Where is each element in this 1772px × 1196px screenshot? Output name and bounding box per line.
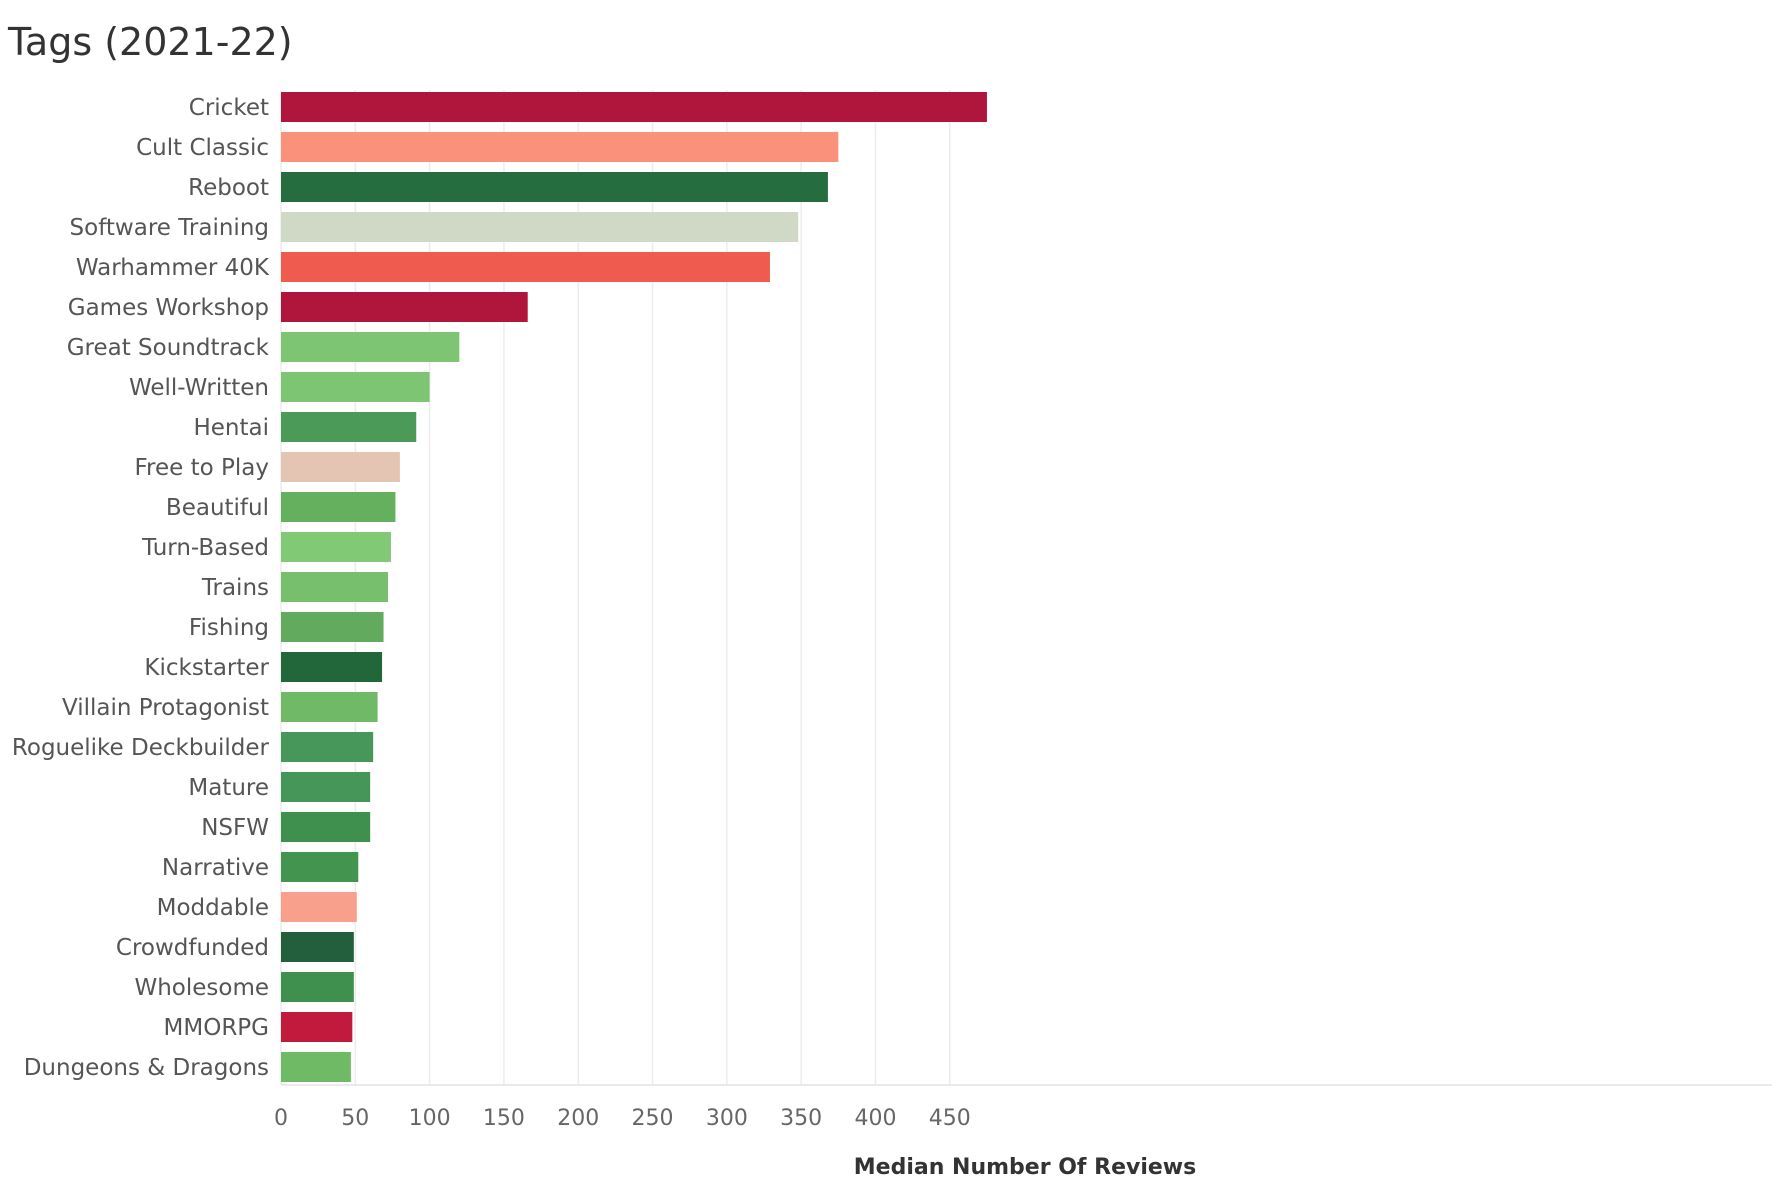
x-tick-label: 150 [483, 1106, 525, 1131]
bar [281, 132, 839, 162]
bar [281, 332, 460, 362]
category-label: MMORPG [164, 1015, 269, 1041]
x-tick-label: 450 [929, 1106, 971, 1131]
x-axis-title: Median Number Of Reviews [854, 1155, 1196, 1180]
bar [281, 92, 987, 122]
category-label: Well-Written [129, 375, 269, 401]
bar [281, 572, 389, 602]
x-tick-label: 350 [780, 1106, 822, 1131]
bar [281, 412, 417, 442]
category-label: Wholesome [134, 975, 269, 1001]
bar [281, 852, 359, 882]
category-label: Narrative [162, 855, 269, 881]
x-tick-label: 50 [341, 1106, 369, 1131]
bar [281, 812, 371, 842]
category-label: Software Training [70, 215, 269, 241]
category-label: Great Soundtrack [67, 335, 270, 361]
category-label: Hentai [193, 415, 269, 441]
bars [281, 92, 987, 1082]
category-label: Turn-Based [141, 535, 269, 561]
category-label: Warhammer 40K [76, 255, 270, 281]
category-label: Mature [188, 775, 269, 801]
category-label: Crowdfunded [116, 935, 269, 961]
x-tick-label: 250 [632, 1106, 674, 1131]
bar [281, 452, 400, 482]
category-label: Cult Classic [136, 135, 269, 161]
category-label: Beautiful [166, 495, 269, 521]
category-label: Reboot [188, 175, 269, 201]
category-label: Roguelike Deckbuilder [12, 735, 270, 761]
x-tick-label: 400 [854, 1106, 896, 1131]
bar [281, 932, 354, 962]
category-label: NSFW [201, 815, 269, 841]
bar [281, 972, 354, 1002]
bar [281, 532, 391, 562]
x-tick-label: 0 [274, 1106, 288, 1131]
category-labels: Cricket Cult Classic Reboot Software Traini… [12, 95, 270, 1081]
bar [281, 612, 384, 642]
bar [281, 1052, 351, 1082]
x-tick-label: 300 [706, 1106, 748, 1131]
bar [281, 372, 430, 402]
bar [281, 732, 374, 762]
category-label: Dungeons & Dragons [24, 1055, 269, 1081]
category-label: Fishing [189, 615, 269, 641]
category-label: Moddable [157, 895, 269, 921]
bar [281, 772, 371, 802]
bar [281, 892, 357, 922]
category-label: Cricket [189, 95, 269, 121]
bar [281, 292, 528, 322]
x-tick-label: 100 [409, 1106, 451, 1131]
category-label: Games Workshop [68, 295, 269, 321]
bar [281, 492, 396, 522]
bar [281, 1012, 353, 1042]
category-label: Trains [201, 575, 269, 601]
category-label: Kickstarter [144, 655, 269, 681]
bar [281, 212, 799, 242]
bar [281, 692, 378, 722]
bar [281, 252, 770, 282]
bar [281, 172, 828, 202]
x-tick-label: 200 [557, 1106, 599, 1131]
category-label: Free to Play [135, 455, 270, 481]
category-label: Villain Protagonist [62, 695, 269, 721]
bar [281, 652, 383, 682]
x-axis-ticks: 0 50 100 150 200 250 300 350 400 450 [274, 1106, 971, 1131]
chart-title: Tags (2021-22) [7, 20, 293, 64]
